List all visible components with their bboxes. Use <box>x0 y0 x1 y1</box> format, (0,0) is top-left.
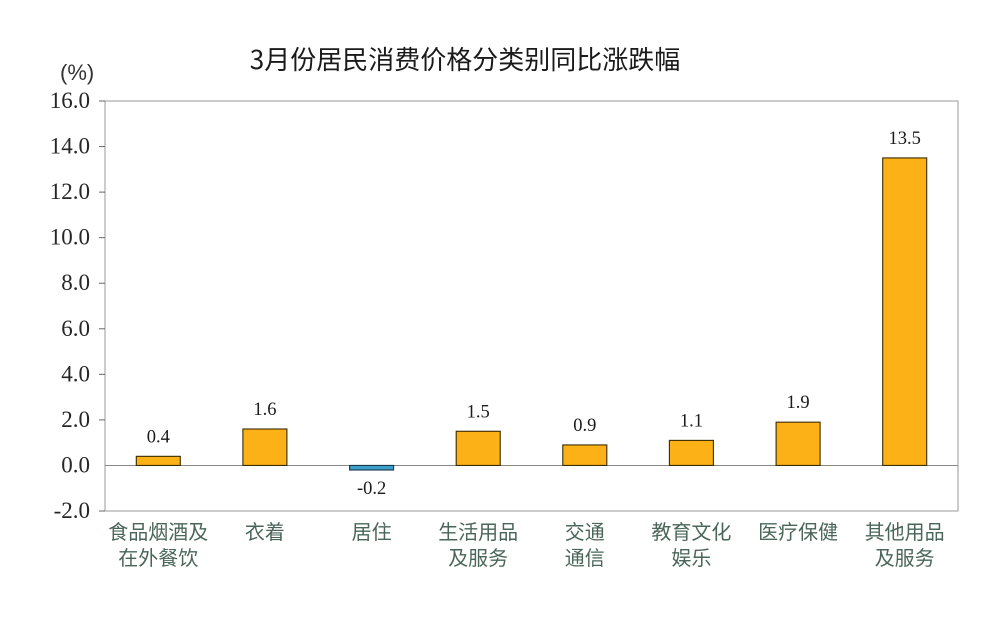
svg-text:10.0: 10.0 <box>50 225 90 250</box>
svg-text:食品烟酒及: 食品烟酒及 <box>108 516 208 545</box>
svg-text:交通: 交通 <box>565 516 605 545</box>
svg-text:生活用品: 生活用品 <box>438 516 518 545</box>
svg-text:衣着: 衣着 <box>245 516 285 545</box>
svg-text:8.0: 8.0 <box>61 270 90 295</box>
svg-text:0.9: 0.9 <box>573 416 596 436</box>
svg-text:1.6: 1.6 <box>253 400 276 420</box>
svg-text:12.0: 12.0 <box>50 179 90 204</box>
svg-text:6.0: 6.0 <box>61 316 90 341</box>
svg-text:及服务: 及服务 <box>875 542 935 571</box>
svg-text:14.0: 14.0 <box>50 134 90 159</box>
svg-text:13.5: 13.5 <box>889 129 921 149</box>
svg-text:教育文化: 教育文化 <box>651 516 731 545</box>
svg-text:-0.2: -0.2 <box>357 479 386 499</box>
svg-text:通信: 通信 <box>565 542 605 571</box>
svg-text:及服务: 及服务 <box>448 542 508 571</box>
svg-text:居住: 居住 <box>352 516 392 545</box>
svg-text:0.0: 0.0 <box>61 452 90 477</box>
svg-text:-2.0: -2.0 <box>54 498 90 523</box>
svg-text:娱乐: 娱乐 <box>671 542 711 571</box>
svg-text:1.5: 1.5 <box>467 402 490 422</box>
svg-text:16.0: 16.0 <box>50 88 90 113</box>
svg-text:在外餐饮: 在外餐饮 <box>118 542 198 571</box>
svg-text:1.1: 1.1 <box>680 411 703 431</box>
svg-text:4.0: 4.0 <box>61 361 90 386</box>
svg-text:医疗保健: 医疗保健 <box>758 516 838 545</box>
svg-text:2.0: 2.0 <box>61 407 90 432</box>
svg-text:0.4: 0.4 <box>147 427 170 447</box>
svg-text:1.9: 1.9 <box>787 393 810 413</box>
svg-text:其他用品: 其他用品 <box>865 516 945 545</box>
